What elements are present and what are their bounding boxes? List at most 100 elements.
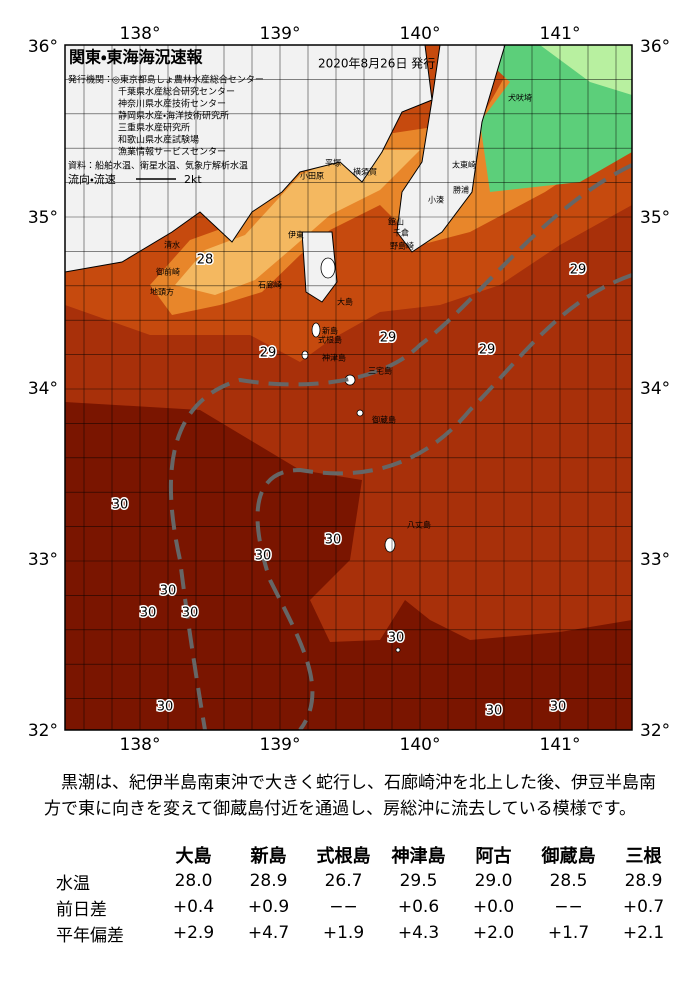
place-name: 石廊崎 — [258, 280, 282, 290]
lon-label: 141° — [540, 24, 581, 44]
column-header: 式根島 — [316, 846, 371, 867]
summary: 黒潮は、紀伊半島南東沖で大きく蛇行し、石廊崎沖を北上した後、伊豆半島南方で東に向… — [44, 773, 656, 819]
place-name: 御蔵島 — [372, 415, 396, 425]
temperature-label: 29 — [479, 343, 496, 358]
place-name: 犬吠埼 — [508, 93, 532, 103]
temperature-label: 29 — [570, 263, 587, 278]
table-cell: 26.7 — [324, 871, 363, 891]
grid — [65, 45, 632, 730]
column-header: 大島 — [175, 846, 212, 867]
temperature-label: 30 — [157, 700, 174, 715]
table-cell: +2.1 — [622, 923, 665, 943]
table-row: 平年偏差 +2.9 +4.7 +1.9 +4.3 +2.0 +1.7 +2.1 — [50, 920, 681, 946]
temperature-label: 30 — [486, 704, 503, 719]
table: 大島 新島 式根島 神津島 阿古 御蔵島 三根 水温 28.0 28.9 26.7 29.5 29.0 2… — [50, 842, 681, 946]
table-cell: +4.3 — [397, 923, 440, 943]
table-cell: 28.5 — [549, 871, 588, 891]
table-cell: 28.0 — [174, 871, 213, 891]
column-header: 御蔵島 — [541, 846, 596, 867]
temperature-label: 29 — [260, 346, 277, 361]
temperature-label: 30 — [388, 631, 405, 646]
place-name: 新島 — [322, 326, 338, 336]
agency: ◎東京都島しょ農林水産総合センター — [112, 74, 264, 86]
table-cell: +0.6 — [397, 897, 440, 917]
agency: 神奈川県水産技術センター — [118, 98, 226, 110]
lon-label: 140° — [400, 24, 441, 44]
lon-label: 138° — [120, 24, 161, 44]
map-title: 関東・東海海況速報 — [69, 48, 203, 67]
lat-label: 35° — [28, 208, 58, 228]
lat-label: 32° — [28, 721, 58, 741]
place-name: 小湊 — [428, 195, 444, 205]
lat-label: 34° — [28, 379, 58, 399]
place-name: 横須賀 — [353, 167, 377, 177]
column-header: 新島 — [250, 846, 287, 867]
agency: 静岡県水産・海洋技術研究所 — [118, 110, 229, 122]
place-name: 清水 — [164, 240, 180, 250]
lon-label: 138° — [120, 735, 161, 755]
issued-date: 2020年8月26日 発行 — [318, 57, 435, 71]
sea-zone — [175, 150, 420, 295]
lat-label: 34° — [640, 379, 670, 399]
lon-label: 140° — [400, 735, 441, 755]
table-cell: +1.7 — [547, 923, 590, 943]
table-row: 前日差 +0.4 +0.9 −− +0.6 +0.0 −− +0.7 — [50, 894, 681, 920]
column-header: 阿古 — [475, 846, 512, 867]
place-name: 伊東 — [288, 230, 304, 240]
table-cell: 平年偏差 — [56, 925, 124, 946]
place-name: 勝浦 — [453, 185, 469, 195]
place-name: 千倉 — [393, 228, 409, 238]
table-cell: 29.0 — [474, 871, 513, 891]
sea-zone — [540, 45, 632, 95]
map-body — [65, 45, 632, 730]
place-name: 太東崎 — [452, 160, 476, 170]
table-cell: +0.4 — [172, 897, 215, 917]
land — [301, 231, 338, 303]
place-name: 平塚 — [325, 159, 341, 168]
place-name: 三宅島 — [368, 366, 392, 376]
lat-label: 36° — [640, 37, 670, 57]
temperature-label: 30 — [550, 700, 567, 715]
temperature-label: 30 — [160, 584, 177, 599]
flow-scale: 2kt — [184, 173, 202, 186]
land — [65, 45, 433, 273]
flow-label: 流向・流速 — [68, 172, 116, 186]
lat-label: 32° — [640, 721, 670, 741]
map-frame — [64, 44, 633, 731]
lon-label: 139° — [260, 24, 301, 44]
column-header — [50, 842, 156, 868]
table-cell: 28.9 — [249, 871, 288, 891]
temperature-label: 28 — [197, 253, 214, 268]
agencies-label: 発行機関： — [68, 74, 113, 86]
lat-label: 33° — [640, 550, 670, 570]
map: 関東・東海海況速報 2020年8月26日 発行 発行機関： ◎東京都島しょ農林水… — [28, 24, 670, 755]
sources: 資料：船舶水温、衛星水温、気象庁解析水温 — [68, 160, 248, 172]
temperature-label: 30 — [112, 498, 129, 513]
table-cell: 29.5 — [399, 871, 438, 891]
islands — [301, 257, 401, 653]
table-cell: +2.9 — [172, 923, 215, 943]
table-cell: +4.7 — [247, 923, 290, 943]
column-header: 神津島 — [391, 846, 446, 867]
lon-label: 139° — [260, 735, 301, 755]
place-name: 御前崎 — [156, 267, 180, 277]
temperature-label: 30 — [255, 549, 272, 564]
table-cell: +0.9 — [247, 897, 290, 917]
agency: 和歌山県水産試験場 — [118, 134, 199, 146]
place-name: 小田原 — [300, 172, 324, 181]
kuroshio-path — [168, 163, 632, 730]
table-cell: +1.9 — [322, 923, 365, 943]
table-header: 大島 新島 式根島 神津島 阿古 御蔵島 三根 — [50, 842, 681, 868]
lat-label: 35° — [640, 208, 670, 228]
place-name: 館山 — [388, 217, 404, 227]
place-name: 八丈島 — [407, 520, 431, 530]
table-row: 水温 28.0 28.9 26.7 29.5 29.0 28.5 28.9 — [50, 868, 681, 894]
table-cell: +2.0 — [472, 923, 515, 943]
table-cell: 28.9 — [624, 871, 663, 891]
place-name: 式根島 — [318, 335, 342, 345]
table-cell: −− — [554, 897, 583, 917]
place-name: 地頭方 — [150, 287, 174, 297]
place-name: 神津島 — [322, 353, 346, 363]
temperature-label: 29 — [380, 331, 397, 346]
